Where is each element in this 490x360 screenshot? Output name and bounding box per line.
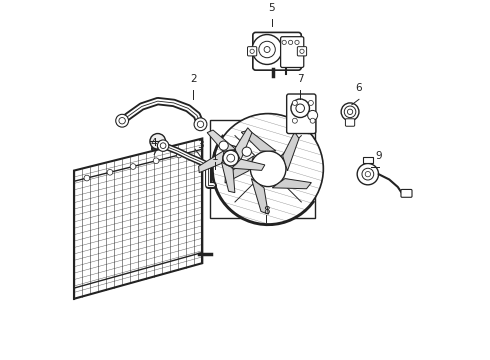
Circle shape xyxy=(153,158,159,163)
FancyBboxPatch shape xyxy=(297,47,307,56)
FancyBboxPatch shape xyxy=(287,94,316,134)
Circle shape xyxy=(264,46,270,53)
Circle shape xyxy=(365,171,370,177)
Polygon shape xyxy=(283,132,299,171)
Circle shape xyxy=(150,134,166,149)
Circle shape xyxy=(308,111,318,120)
FancyBboxPatch shape xyxy=(247,47,257,56)
Circle shape xyxy=(213,114,323,224)
Circle shape xyxy=(282,40,286,45)
Text: 5: 5 xyxy=(269,3,275,13)
Circle shape xyxy=(300,49,304,53)
Polygon shape xyxy=(221,162,235,193)
Circle shape xyxy=(293,100,297,105)
Circle shape xyxy=(341,103,359,121)
Circle shape xyxy=(310,118,315,123)
Text: 1: 1 xyxy=(211,152,218,162)
Circle shape xyxy=(227,154,235,162)
Circle shape xyxy=(259,41,275,58)
Polygon shape xyxy=(251,179,269,214)
Circle shape xyxy=(289,40,293,45)
Circle shape xyxy=(347,109,353,114)
Polygon shape xyxy=(235,128,252,160)
Circle shape xyxy=(116,114,128,127)
Polygon shape xyxy=(74,139,202,299)
Circle shape xyxy=(295,40,299,45)
Circle shape xyxy=(252,35,282,64)
Circle shape xyxy=(250,151,286,186)
Text: 8: 8 xyxy=(263,206,270,216)
Circle shape xyxy=(219,141,228,150)
Circle shape xyxy=(293,118,297,123)
Circle shape xyxy=(296,104,304,113)
Polygon shape xyxy=(207,130,236,151)
Text: 9: 9 xyxy=(375,150,382,161)
Circle shape xyxy=(176,152,182,158)
Polygon shape xyxy=(225,156,254,183)
FancyBboxPatch shape xyxy=(253,32,301,70)
FancyBboxPatch shape xyxy=(281,37,304,67)
Text: 3: 3 xyxy=(197,140,204,150)
Polygon shape xyxy=(363,157,373,163)
Circle shape xyxy=(119,117,125,124)
Circle shape xyxy=(157,140,169,151)
Circle shape xyxy=(344,106,356,118)
Circle shape xyxy=(362,168,374,180)
Circle shape xyxy=(291,99,310,117)
Circle shape xyxy=(308,100,314,105)
Polygon shape xyxy=(241,130,276,151)
Circle shape xyxy=(242,147,251,156)
Text: 6: 6 xyxy=(356,83,362,93)
Polygon shape xyxy=(210,120,315,219)
Circle shape xyxy=(250,49,254,53)
Circle shape xyxy=(194,118,207,131)
Circle shape xyxy=(357,163,379,185)
Polygon shape xyxy=(198,150,224,173)
Circle shape xyxy=(223,150,239,166)
Circle shape xyxy=(107,170,113,175)
Polygon shape xyxy=(232,159,265,170)
Text: 7: 7 xyxy=(297,74,303,84)
Polygon shape xyxy=(272,179,311,189)
Circle shape xyxy=(130,164,136,169)
Text: 2: 2 xyxy=(190,74,196,84)
Circle shape xyxy=(160,143,166,148)
FancyBboxPatch shape xyxy=(345,119,355,126)
Circle shape xyxy=(84,175,90,181)
Circle shape xyxy=(197,121,204,127)
FancyBboxPatch shape xyxy=(401,189,412,197)
Text: 4: 4 xyxy=(151,138,157,148)
